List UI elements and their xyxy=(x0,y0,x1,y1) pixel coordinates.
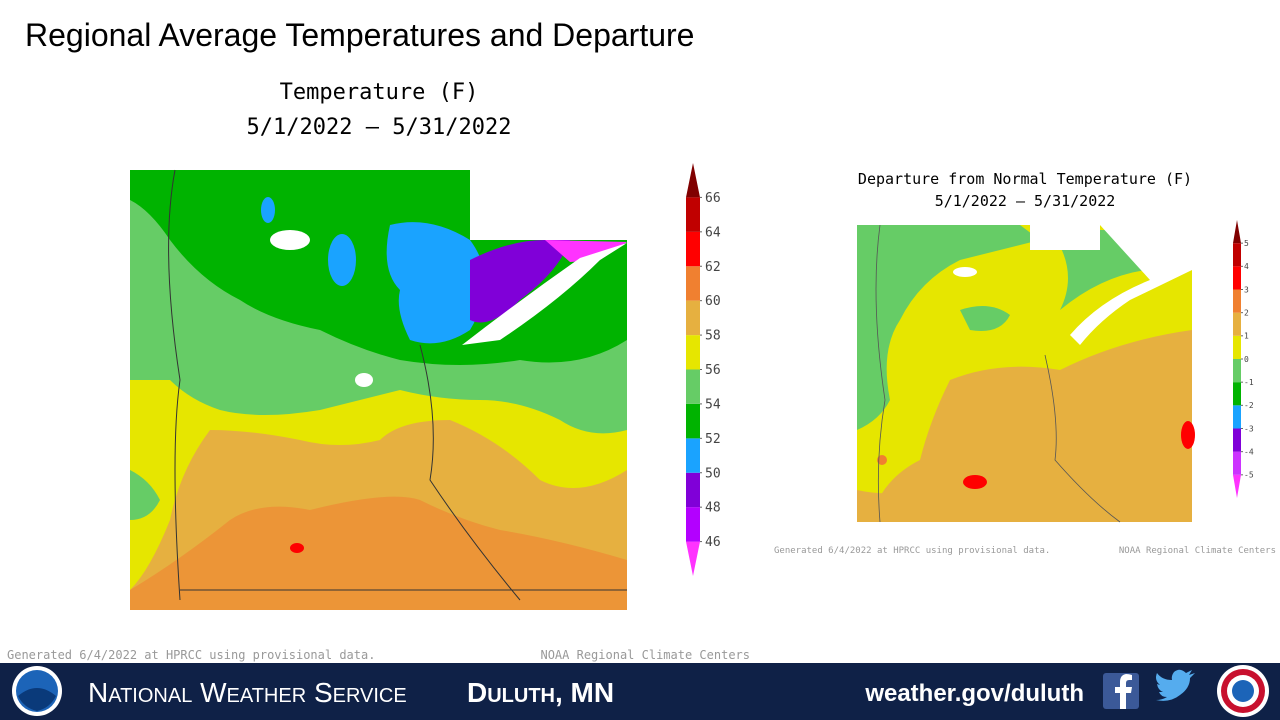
map-title: Departure from Normal Temperature (F) xyxy=(858,170,1192,188)
scale-label: 50 xyxy=(705,466,721,481)
scale-label: 0 xyxy=(1244,355,1249,364)
website-url[interactable]: weather.gov/duluth xyxy=(864,680,1084,707)
color-band xyxy=(686,369,700,404)
noaa-logo xyxy=(12,666,62,716)
color-band xyxy=(686,438,700,473)
scale-label: 3 xyxy=(1244,285,1249,294)
color-band xyxy=(686,541,700,576)
color-band xyxy=(1233,220,1241,244)
scale-label: 4 xyxy=(1244,262,1249,271)
scale-label: 66 xyxy=(705,191,721,206)
color-band xyxy=(1233,405,1241,429)
scale-label: -4 xyxy=(1244,447,1254,456)
color-band xyxy=(686,266,700,301)
scale-label: -5 xyxy=(1244,471,1254,480)
scale-label: 58 xyxy=(705,329,721,344)
color-band xyxy=(1233,382,1241,406)
footer-bar xyxy=(0,663,1280,720)
scale-label: 54 xyxy=(705,397,721,412)
map-title: Temperature (F) xyxy=(280,80,479,105)
slide-title: Regional Average Temperatures and Depart… xyxy=(25,17,694,53)
color-band xyxy=(686,300,700,336)
color-band xyxy=(1233,474,1241,498)
scale-label: 2 xyxy=(1244,308,1249,317)
credit-right: NOAA Regional Climate Centers xyxy=(1119,546,1276,556)
agency-name: National Weather Service xyxy=(88,677,407,708)
twitter-icon[interactable] xyxy=(1156,669,1195,701)
departure-map xyxy=(857,224,1195,523)
color-band xyxy=(1233,359,1241,383)
scale-label: 5 xyxy=(1244,239,1249,248)
scale-label: 46 xyxy=(705,535,721,550)
color-band xyxy=(686,472,700,508)
color-band xyxy=(1233,312,1241,336)
scale-label: 1 xyxy=(1244,332,1249,341)
color-band xyxy=(686,197,700,232)
nws-logo xyxy=(1217,665,1269,717)
facebook-icon[interactable] xyxy=(1103,673,1139,709)
scale-label: 56 xyxy=(705,363,721,378)
color-scale: 46 48 50 52 54 56 58 60 62 64 66 xyxy=(686,163,721,576)
temperature-map xyxy=(130,169,627,610)
color-band xyxy=(1233,289,1241,313)
office-name: Duluth, MN xyxy=(467,677,614,708)
color-band xyxy=(1233,428,1241,452)
scale-label: 62 xyxy=(705,260,721,275)
color-band xyxy=(686,507,700,542)
map-period: 5/1/2022 – 5/31/2022 xyxy=(247,115,512,140)
color-scale: -5 -4 -3 -2 -1 0 1 2 3 4 5 xyxy=(1233,220,1254,498)
scale-label: -2 xyxy=(1244,401,1254,410)
color-band xyxy=(686,163,700,198)
scale-label: 64 xyxy=(705,225,721,240)
credit-right: NOAA Regional Climate Centers xyxy=(540,648,750,662)
color-band xyxy=(686,403,700,439)
map-period: 5/1/2022 – 5/31/2022 xyxy=(935,192,1116,210)
color-band xyxy=(1233,266,1241,290)
color-band xyxy=(1233,335,1241,359)
color-band xyxy=(1233,451,1241,475)
credit-left: Generated 6/4/2022 at HPRCC using provis… xyxy=(7,648,375,662)
scale-label: -1 xyxy=(1244,378,1254,387)
scale-label: -3 xyxy=(1244,424,1254,433)
scale-label: 52 xyxy=(705,432,721,447)
color-band xyxy=(686,335,700,370)
scale-label: 48 xyxy=(705,501,721,516)
credit-left: Generated 6/4/2022 at HPRCC using provis… xyxy=(774,546,1050,556)
color-band xyxy=(1233,243,1241,267)
color-band xyxy=(686,231,700,267)
scale-label: 60 xyxy=(705,294,721,309)
